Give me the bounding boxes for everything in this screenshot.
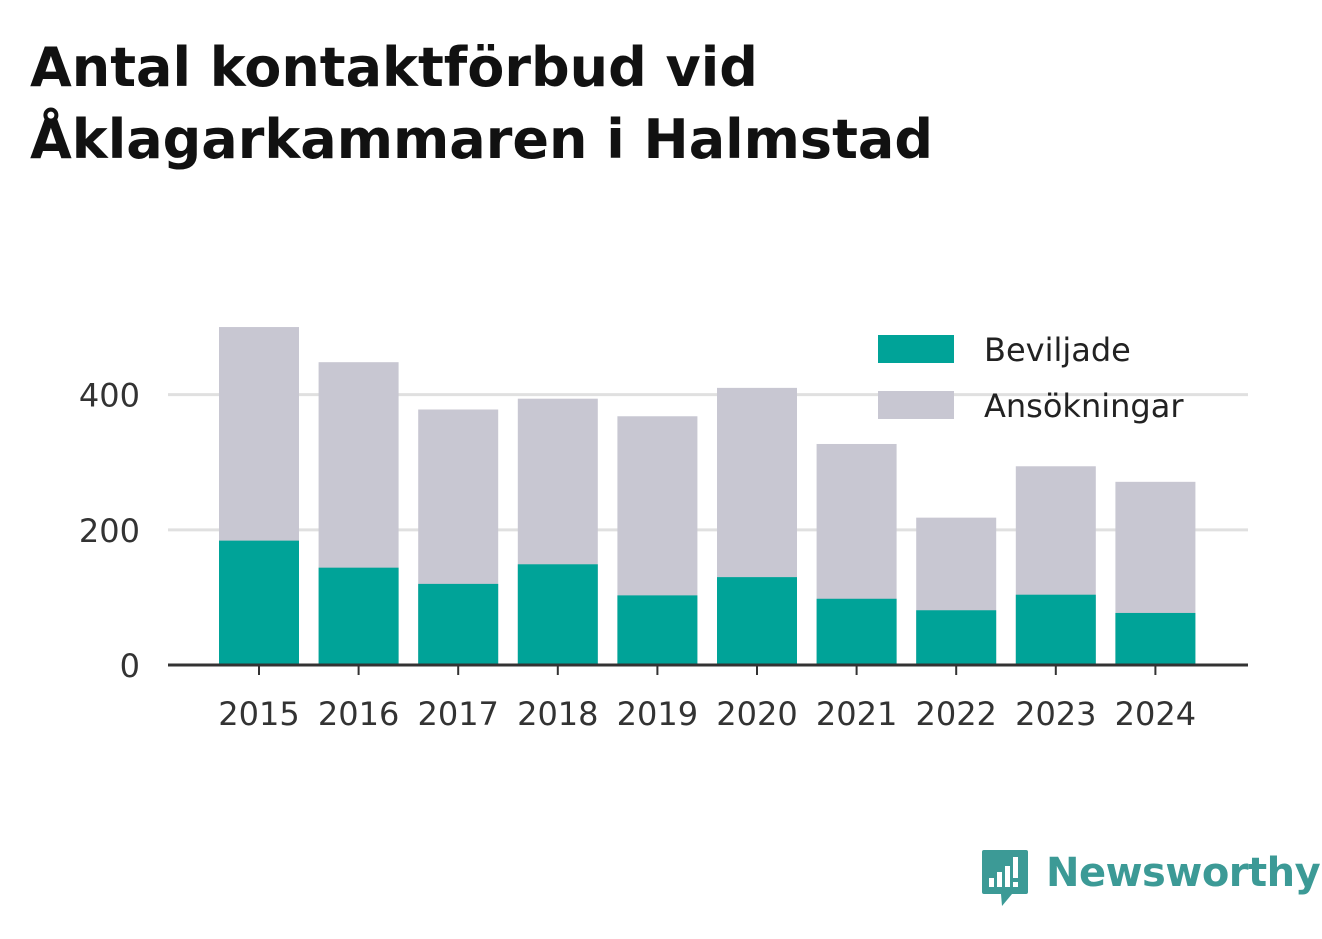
legend-swatch-beviljade bbox=[878, 335, 954, 363]
x-tick-label: 2019 bbox=[617, 695, 698, 733]
legend-swatch-ansokningar bbox=[878, 391, 954, 419]
newsworthy-logo-icon bbox=[982, 850, 1028, 906]
y-tick-label: 400 bbox=[79, 377, 140, 415]
legend-label-beviljade: Beviljade bbox=[984, 331, 1131, 369]
bar-beviljade-2023 bbox=[1015, 594, 1096, 665]
x-tick-label: 2015 bbox=[218, 695, 299, 733]
bar-beviljade-2024 bbox=[1115, 612, 1196, 665]
x-tick-label: 2018 bbox=[517, 695, 598, 733]
x-tick-label: 2016 bbox=[318, 695, 399, 733]
axes: 0 200 400 2015 2016 2017 2018 2019 2020 2021 2022 2… bbox=[79, 377, 1248, 733]
bar-beviljade-2019 bbox=[617, 595, 698, 665]
y-tick-label: 0 bbox=[120, 647, 140, 685]
legend: Beviljade Ansökningar bbox=[878, 331, 1184, 425]
bar-beviljade-2016 bbox=[318, 567, 399, 665]
bar-beviljade-2022 bbox=[916, 610, 997, 665]
bar-beviljade-2021 bbox=[816, 598, 897, 665]
brand-name: Newsworthy bbox=[1046, 850, 1321, 896]
chart-title: Antal kontaktförbud vid Åklagarkammaren … bbox=[30, 32, 1280, 176]
x-tick-label: 2020 bbox=[716, 695, 797, 733]
newsworthy-brand: Newsworthy bbox=[980, 848, 1321, 910]
y-tick-label: 200 bbox=[79, 512, 140, 550]
chart-title-line-2: Åklagarkammaren i Halmstad bbox=[30, 108, 933, 171]
bar-beviljade-2017 bbox=[418, 583, 499, 665]
legend-label-ansokningar: Ansökningar bbox=[984, 387, 1184, 425]
x-tick-label: 2017 bbox=[417, 695, 498, 733]
x-tick-label: 2021 bbox=[816, 695, 897, 733]
x-tick-label: 2024 bbox=[1115, 695, 1196, 733]
chart-title-line-1: Antal kontaktförbud vid bbox=[30, 36, 758, 99]
x-tick-label: 2023 bbox=[1015, 695, 1096, 733]
x-tick-label: 2022 bbox=[915, 695, 996, 733]
bar-beviljade-2018 bbox=[517, 564, 598, 665]
bar-beviljade-2020 bbox=[717, 577, 797, 665]
bar-beviljade-2015 bbox=[219, 540, 299, 665]
bars bbox=[219, 327, 1196, 665]
